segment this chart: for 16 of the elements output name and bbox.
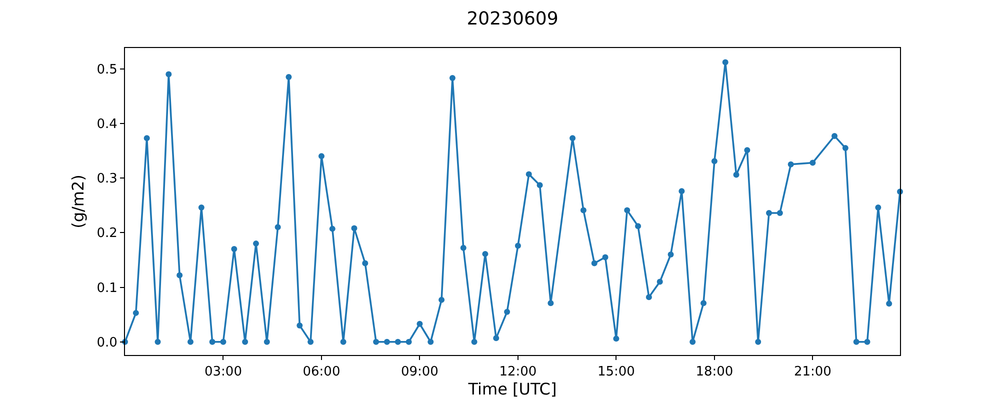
x-tick-label: 18:00	[696, 364, 734, 380]
y-tick-label: 0.4	[96, 116, 118, 132]
chart-title: 20230609	[466, 8, 558, 30]
x-tick-label: 03:00	[204, 364, 242, 380]
y-tick-label: 0.1	[96, 280, 118, 296]
x-tick-label: 06:00	[302, 364, 340, 380]
x-tick-label: 15:00	[597, 364, 635, 380]
x-tick-label: 21:00	[794, 364, 832, 380]
y-tick-label: 0.5	[96, 62, 118, 78]
x-axis-title: Time [UTC]	[467, 380, 557, 399]
x-tick-label: 09:00	[400, 364, 438, 380]
x-tick-label: 12:00	[499, 364, 537, 380]
y-tick-label: 0.2	[96, 226, 118, 242]
y-tick-label: 0.3	[96, 172, 118, 187]
y-tick-label: 0.0	[96, 335, 118, 350]
y-axis-title: (g/m2)	[68, 174, 88, 228]
